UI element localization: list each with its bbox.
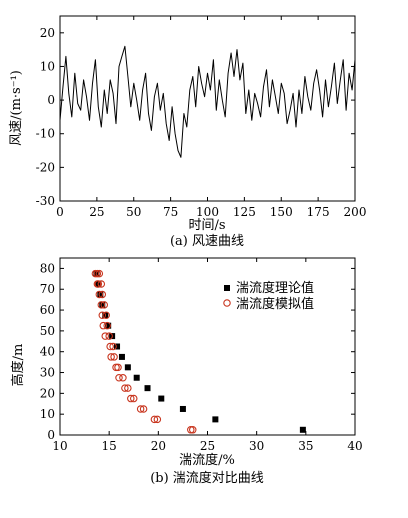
turbulence-y-axis: 0 10 20 30 40 50 60 70 80: [40, 261, 355, 442]
theory-point: [212, 416, 219, 423]
turbulence-y-tick-label: 20: [40, 386, 55, 400]
simulation-point: [119, 373, 127, 382]
simulation-point: [124, 384, 132, 392]
legend-marker-simulation: [223, 299, 231, 307]
turbulence-y-tick-label: 70: [40, 282, 55, 296]
simulation-point: [130, 394, 138, 403]
turbulence-x-tick-label: 30: [249, 439, 264, 453]
turbulence-x-tick-label: 25: [200, 439, 215, 453]
wind-speed-y-axis-label: 风速/(m·s⁻¹): [9, 70, 24, 146]
wind-speed-x-tick-label: 50: [126, 205, 141, 219]
simulation-point: [153, 415, 162, 424]
wind-speed-y-tick-label: 0: [47, 93, 55, 107]
theory-point: [179, 405, 186, 412]
simulation-point: [103, 321, 111, 330]
simulation-point: [95, 290, 104, 299]
simulation-point: [97, 280, 106, 288]
simulation-point: [112, 363, 120, 372]
turbulence-y-tick-label: 80: [40, 261, 55, 275]
wind-speed-x-tick-label: 125: [233, 205, 256, 219]
wind-speed-x-tick-label: 0: [56, 205, 64, 219]
wind-speed-y-tick-label: 10: [40, 59, 55, 73]
simulation-point: [136, 405, 145, 413]
wind-speed-y-axis: -30 -20 -10 0 10 20: [36, 26, 355, 208]
theory-point: [97, 291, 104, 298]
simulation-point: [100, 301, 109, 309]
theory-point: [118, 353, 125, 360]
wind-speed-y-tick-label: -30: [36, 194, 55, 208]
legend-label-theory: 湍流度理论值: [236, 280, 314, 296]
wind-speed-line: [59, 45, 356, 158]
wind-speed-x-tick-label: 175: [307, 205, 330, 219]
turbulence-x-tick-label: 10: [52, 439, 67, 453]
theory-point: [105, 322, 112, 329]
simulation-point: [97, 301, 106, 309]
turbulence-x-axis-label: 湍流度/%: [179, 452, 235, 468]
turbulence-x-axis: 10 15 20 25 30 35 40: [52, 258, 363, 453]
simulation-point: [93, 280, 102, 288]
simulation-point: [107, 353, 115, 361]
turbulence-y-tick-label: 40: [40, 345, 55, 359]
wind-speed-y-tick-label: 20: [40, 26, 55, 40]
wind-speed-x-tick-label: 25: [89, 205, 104, 219]
wind-speed-x-axis: 0 25 50 75 100 125 150 175 200: [56, 16, 366, 219]
wind-speed-y-tick-label: -20: [36, 160, 55, 174]
simulation-point: [98, 311, 107, 320]
turbulence-y-tick-label: 0: [47, 428, 55, 442]
wind-speed-caption: (a) 风速曲线: [170, 234, 244, 249]
legend-marker-theory: [224, 285, 230, 291]
wind-speed-x-tick-label: 200: [344, 205, 367, 219]
wind-speed-x-axis-label: 时间/s: [188, 218, 225, 233]
theory-point: [114, 343, 121, 350]
simulation-point: [109, 342, 117, 351]
legend-label-simulation: 湍流度模拟值: [236, 296, 314, 312]
simulation-point: [106, 342, 114, 351]
wind-speed-x-tick-label: 150: [270, 205, 293, 219]
simulation-point: [115, 373, 123, 382]
theory-point: [99, 301, 106, 308]
turbulence-caption: (b) 湍流度对比曲线: [150, 470, 264, 486]
wind-speed-series: [59, 45, 356, 158]
turbulence-y-tick-label: 10: [40, 407, 55, 421]
theory-point: [299, 426, 306, 433]
wind-speed-x-tick-label: 100: [196, 205, 219, 219]
turbulence-y-tick-label: 50: [40, 324, 55, 338]
theory-point: [158, 395, 165, 402]
turbulence-x-tick-label: 15: [102, 439, 117, 453]
turbulence-legend: 湍流度理论值 湍流度模拟值: [223, 280, 314, 312]
simulation-point: [105, 332, 113, 340]
theory-point: [133, 374, 140, 381]
simulation-point: [150, 415, 159, 424]
simulation-point: [189, 426, 197, 434]
simulation-point: [98, 290, 107, 299]
simulation-point: [139, 405, 148, 413]
turbulence-x-tick-label: 40: [347, 439, 362, 453]
theory-point: [124, 364, 131, 371]
simulation-point: [101, 332, 109, 340]
simulation-point: [95, 269, 104, 278]
wind-speed-x-tick-label: 75: [163, 205, 178, 219]
simulation-point: [127, 394, 135, 403]
simulation-point: [99, 321, 108, 330]
simulation-point: [91, 269, 100, 278]
theory-point: [144, 385, 151, 392]
turbulence-y-tick-label: 30: [40, 366, 55, 380]
simulation-point: [114, 363, 122, 372]
simulation-point: [102, 311, 110, 320]
simulation-point: [121, 384, 129, 392]
simulation-point: [93, 269, 102, 278]
turbulence-series: [91, 269, 306, 434]
turbulence-x-tick-label: 35: [298, 439, 313, 453]
wind-speed-chart: 0 25 50 75 100 125 150 175 200 -30 -20 -10 0 10 20 时间…: [9, 15, 366, 249]
simulation-point: [187, 426, 195, 434]
turbulence-x-tick-label: 20: [151, 439, 166, 453]
simulation-point: [110, 353, 118, 361]
wind-speed-y-tick-label: -10: [36, 127, 55, 141]
turbulence-y-axis-label: 高度/m: [10, 344, 26, 387]
turbulence-y-tick-label: 60: [40, 303, 55, 317]
